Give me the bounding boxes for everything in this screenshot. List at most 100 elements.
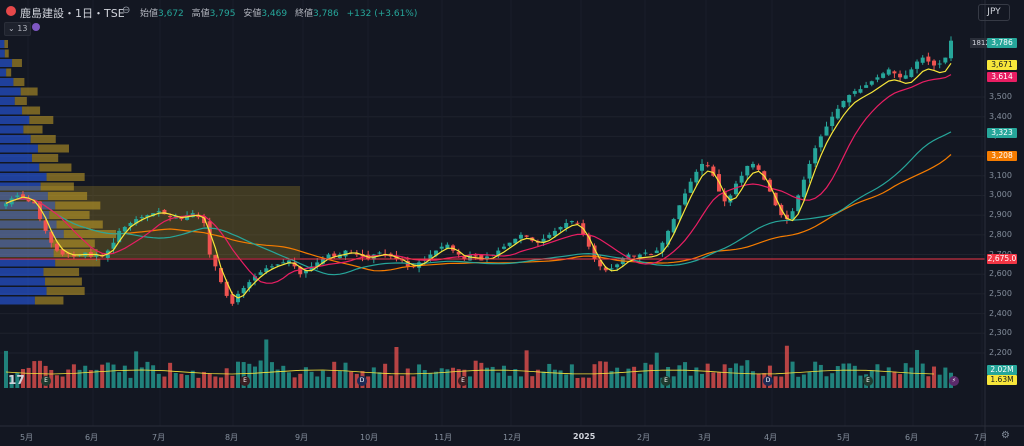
- volume-bar: [400, 375, 405, 388]
- candle-body: [473, 255, 478, 257]
- candle-body: [434, 250, 439, 256]
- volume-bar: [281, 365, 286, 388]
- volume-bar: [507, 375, 512, 388]
- currency-button[interactable]: JPY: [978, 4, 1010, 21]
- price-label: 2,800: [989, 229, 1012, 239]
- candle-body: [852, 91, 857, 94]
- candle-body: [818, 136, 823, 148]
- volume-bar: [168, 362, 173, 388]
- volume-bar: [9, 376, 14, 388]
- volume-bar: [847, 363, 852, 388]
- indicators-toggle[interactable]: ⌄ 13: [4, 22, 32, 36]
- volume-bar: [388, 375, 393, 388]
- candle-body: [462, 256, 467, 259]
- candle-body: [790, 211, 795, 220]
- profile-bar-yellow: [6, 68, 12, 77]
- time-label: 4月: [764, 433, 778, 442]
- profile-bar-blue: [0, 239, 53, 248]
- candle-body: [247, 282, 252, 289]
- volume-bar: [94, 369, 99, 388]
- profile-bar-blue: [0, 135, 31, 143]
- time-label: 5月: [20, 433, 34, 442]
- candle-body: [801, 179, 806, 197]
- volume-bar: [207, 373, 212, 388]
- candle-body: [654, 250, 659, 254]
- candle-body: [824, 126, 829, 136]
- profile-bar-blue: [0, 230, 64, 238]
- volume-bar: [649, 364, 654, 388]
- volume-bar: [586, 377, 591, 388]
- candle-body: [202, 216, 207, 224]
- candle-body: [666, 230, 671, 245]
- volume-bar: [637, 373, 642, 388]
- volume-bar: [598, 361, 603, 388]
- candle-body: [168, 216, 173, 218]
- candle-body: [733, 183, 738, 195]
- event-badge[interactable]: E: [863, 376, 873, 386]
- event-badge[interactable]: ⚡: [949, 376, 959, 386]
- volume-bar: [739, 365, 744, 388]
- volume-bar: [151, 365, 156, 388]
- candle-body: [479, 255, 484, 261]
- volume-bar: [564, 374, 569, 388]
- candle-body: [813, 148, 818, 164]
- candle-body: [185, 215, 190, 220]
- volume-bar: [258, 360, 263, 388]
- candle-body: [688, 181, 693, 193]
- event-badge[interactable]: E: [41, 376, 51, 386]
- candle-body: [320, 258, 325, 264]
- candle-body: [920, 57, 925, 63]
- candle-body: [677, 205, 682, 220]
- eye-icon[interactable]: ⊖: [122, 5, 131, 16]
- profile-bar-blue: [0, 68, 7, 77]
- volume-bar: [575, 377, 580, 388]
- volume-bar: [252, 366, 257, 388]
- volume-bar: [677, 365, 682, 388]
- volume-bar: [484, 367, 489, 388]
- event-badge[interactable]: E: [458, 376, 468, 386]
- candle-body: [949, 40, 953, 59]
- candle-body: [354, 253, 359, 255]
- candle-body: [298, 266, 303, 275]
- volume-bar: [162, 376, 167, 388]
- event-badge[interactable]: E: [661, 376, 671, 386]
- volume-tag: 2.02M: [987, 365, 1017, 375]
- gear-icon[interactable]: ⚙: [1001, 430, 1010, 441]
- volume-bar: [592, 364, 597, 388]
- candle-body: [219, 268, 224, 283]
- profile-bar-blue: [0, 182, 41, 191]
- candle-body: [892, 71, 897, 74]
- volume-bar: [320, 370, 325, 388]
- candle-body: [26, 198, 31, 202]
- volume-bar: [615, 367, 620, 388]
- time-label: 7月: [152, 433, 166, 442]
- candle-body: [337, 254, 342, 259]
- volume-bar: [496, 372, 501, 388]
- tradingview-logo-icon[interactable]: 17: [8, 373, 25, 387]
- profile-bar-blue: [0, 173, 47, 181]
- event-badge[interactable]: D: [763, 376, 773, 386]
- volume-bar: [20, 369, 25, 388]
- volume-bar: [247, 363, 252, 388]
- candle-body: [156, 211, 161, 213]
- volume-bar: [796, 376, 801, 388]
- event-badge[interactable]: E: [240, 376, 250, 386]
- symbol-title[interactable]: 鹿島建設・1日・TSE: [20, 7, 125, 20]
- time-label: 6月: [905, 433, 919, 442]
- event-badge[interactable]: D: [357, 376, 367, 386]
- volume-ma-line: [5, 369, 935, 375]
- volume-bar: [932, 366, 937, 388]
- candle-body: [428, 254, 433, 261]
- candle-body: [903, 75, 908, 79]
- profile-bar-yellow: [46, 287, 85, 295]
- candle-body: [224, 281, 229, 296]
- indicator-icon[interactable]: [32, 23, 40, 31]
- volume-bar: [185, 375, 190, 388]
- volume-bar: [105, 362, 110, 388]
- candle-body: [603, 267, 608, 271]
- volume-bar: [581, 377, 586, 388]
- volume-bar: [128, 377, 133, 388]
- volume-bar: [145, 361, 150, 388]
- candle-body: [128, 223, 133, 227]
